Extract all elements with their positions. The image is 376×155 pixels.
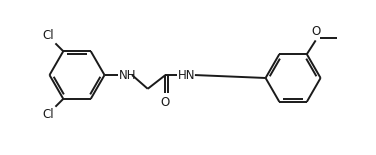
Text: Cl: Cl (43, 108, 55, 121)
Text: NH: NH (119, 69, 137, 82)
Text: HN: HN (178, 69, 196, 82)
Text: Cl: Cl (43, 29, 55, 42)
Text: O: O (161, 96, 170, 109)
Text: O: O (311, 25, 320, 38)
